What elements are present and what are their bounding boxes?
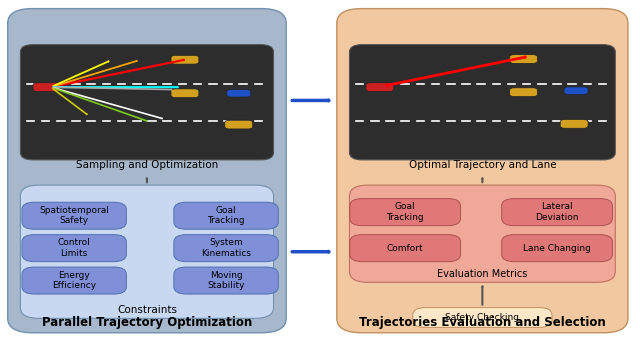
Text: Safety Checking: Safety Checking (445, 313, 520, 322)
Text: Evaluation Metrics: Evaluation Metrics (437, 269, 527, 279)
Text: Trajectories Evaluation and Selection: Trajectories Evaluation and Selection (359, 316, 605, 329)
Text: Comfort: Comfort (387, 244, 424, 253)
FancyBboxPatch shape (502, 234, 612, 262)
Text: Lateral
Deviation: Lateral Deviation (535, 203, 579, 222)
Text: Control
Limits: Control Limits (58, 238, 90, 258)
FancyBboxPatch shape (502, 199, 612, 226)
FancyBboxPatch shape (227, 90, 251, 97)
FancyBboxPatch shape (509, 55, 538, 64)
Text: Goal
Tracking: Goal Tracking (207, 206, 245, 225)
Text: Optimal Trajectory and Lane: Optimal Trajectory and Lane (408, 160, 556, 170)
FancyBboxPatch shape (174, 234, 278, 262)
FancyBboxPatch shape (366, 83, 394, 91)
FancyBboxPatch shape (564, 87, 588, 94)
FancyBboxPatch shape (509, 88, 538, 97)
FancyBboxPatch shape (560, 119, 588, 128)
FancyBboxPatch shape (20, 185, 273, 318)
Text: Spatiotemporal
Safety: Spatiotemporal Safety (39, 206, 109, 225)
Text: System
Kinematics: System Kinematics (201, 238, 251, 258)
Text: Lane Changing: Lane Changing (523, 244, 591, 253)
Text: Moving
Stability: Moving Stability (207, 271, 245, 290)
FancyBboxPatch shape (171, 56, 199, 64)
FancyBboxPatch shape (337, 9, 628, 333)
FancyBboxPatch shape (349, 45, 615, 160)
Text: Goal
Tracking: Goal Tracking (387, 203, 424, 222)
FancyBboxPatch shape (171, 89, 199, 98)
FancyBboxPatch shape (20, 45, 273, 160)
FancyBboxPatch shape (22, 202, 126, 229)
Text: Sampling and Optimization: Sampling and Optimization (76, 160, 218, 170)
FancyBboxPatch shape (174, 202, 278, 229)
FancyBboxPatch shape (350, 199, 461, 226)
FancyBboxPatch shape (174, 267, 278, 294)
Text: Constraints: Constraints (117, 305, 177, 315)
FancyBboxPatch shape (227, 120, 251, 128)
FancyBboxPatch shape (225, 120, 253, 129)
Text: Energy
Efficiency: Energy Efficiency (52, 271, 96, 290)
FancyBboxPatch shape (22, 234, 126, 262)
FancyBboxPatch shape (349, 185, 615, 282)
FancyBboxPatch shape (350, 234, 461, 262)
FancyBboxPatch shape (413, 307, 552, 327)
FancyBboxPatch shape (8, 9, 286, 333)
FancyBboxPatch shape (22, 267, 126, 294)
Text: Parallel Trajectory Optimization: Parallel Trajectory Optimization (42, 316, 252, 329)
FancyBboxPatch shape (33, 83, 61, 91)
FancyBboxPatch shape (564, 119, 588, 127)
